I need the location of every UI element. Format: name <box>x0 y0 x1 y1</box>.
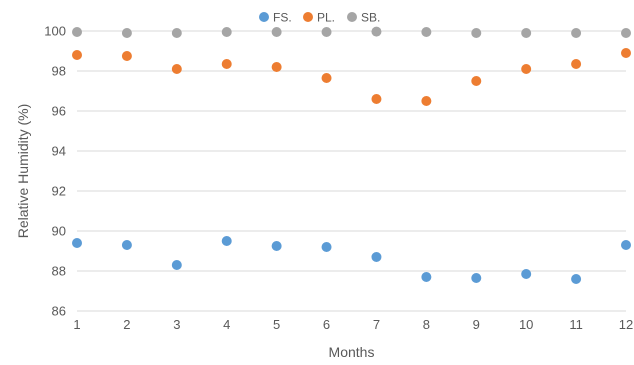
data-point <box>421 272 432 282</box>
x-tick-label: 9 <box>473 317 480 332</box>
data-point <box>121 240 132 250</box>
data-point <box>271 241 282 251</box>
data-point <box>121 28 132 38</box>
legend-marker <box>303 12 313 22</box>
data-point <box>221 27 232 37</box>
data-point <box>171 28 182 38</box>
data-point <box>521 64 532 74</box>
legend-label: PL. <box>317 11 335 25</box>
data-point <box>471 273 482 283</box>
x-tick-label: 3 <box>173 317 180 332</box>
legend-marker <box>347 12 357 22</box>
data-point <box>171 260 182 270</box>
x-axis-ticks: 1 2 3 4 5 6 7 8 9 10 11 12 <box>73 317 633 332</box>
data-point <box>471 76 482 86</box>
y-tick-label: 100 <box>44 24 66 39</box>
data-point <box>321 27 332 37</box>
x-tick-label: 1 <box>73 317 80 332</box>
x-tick-label: 8 <box>423 317 430 332</box>
y-axis-ticks: 86 88 90 92 94 96 98 100 <box>44 24 66 319</box>
x-tick-label: 5 <box>273 317 280 332</box>
data-point <box>571 28 582 38</box>
data-point <box>621 48 631 58</box>
legend: FS. PL. SB. <box>259 11 380 25</box>
data-point <box>371 94 382 104</box>
y-tick-label: 96 <box>52 104 66 119</box>
data-point <box>371 26 382 37</box>
data-point <box>521 269 532 279</box>
x-tick-label: 4 <box>223 317 230 332</box>
data-point <box>471 28 482 38</box>
x-tick-label: 2 <box>123 317 130 332</box>
data-point <box>571 274 582 284</box>
data-point <box>271 27 282 37</box>
data-points <box>72 26 631 284</box>
legend-label: SB. <box>361 11 380 25</box>
x-tick-label: 12 <box>619 317 633 332</box>
data-point <box>171 64 182 74</box>
data-point <box>571 59 582 69</box>
data-point <box>72 27 82 37</box>
y-tick-label: 98 <box>52 64 66 79</box>
x-axis-title: Months <box>329 344 375 360</box>
data-point <box>221 236 232 246</box>
x-tick-label: 7 <box>373 317 380 332</box>
legend-label: FS. <box>273 11 292 25</box>
gridlines <box>77 30 626 312</box>
data-point <box>621 28 631 38</box>
data-point <box>371 252 382 262</box>
data-point <box>72 50 82 60</box>
data-point <box>421 27 432 37</box>
y-axis-title: Relative Humidity (%) <box>15 104 31 239</box>
y-tick-label: 92 <box>52 184 66 199</box>
data-point <box>321 73 332 83</box>
data-point <box>321 242 332 252</box>
y-tick-label: 90 <box>52 224 66 239</box>
y-tick-label: 88 <box>52 264 66 279</box>
data-point <box>72 238 82 248</box>
x-tick-label: 10 <box>519 317 533 332</box>
data-point <box>221 59 232 69</box>
data-point <box>621 240 631 250</box>
data-point <box>521 28 532 38</box>
data-point <box>121 51 132 61</box>
legend-marker <box>259 12 269 22</box>
data-point <box>421 96 432 106</box>
x-tick-label: 6 <box>323 317 330 332</box>
y-tick-label: 94 <box>52 144 66 159</box>
data-point <box>271 62 282 72</box>
x-tick-label: 11 <box>569 317 583 332</box>
y-tick-label: 86 <box>52 304 66 319</box>
